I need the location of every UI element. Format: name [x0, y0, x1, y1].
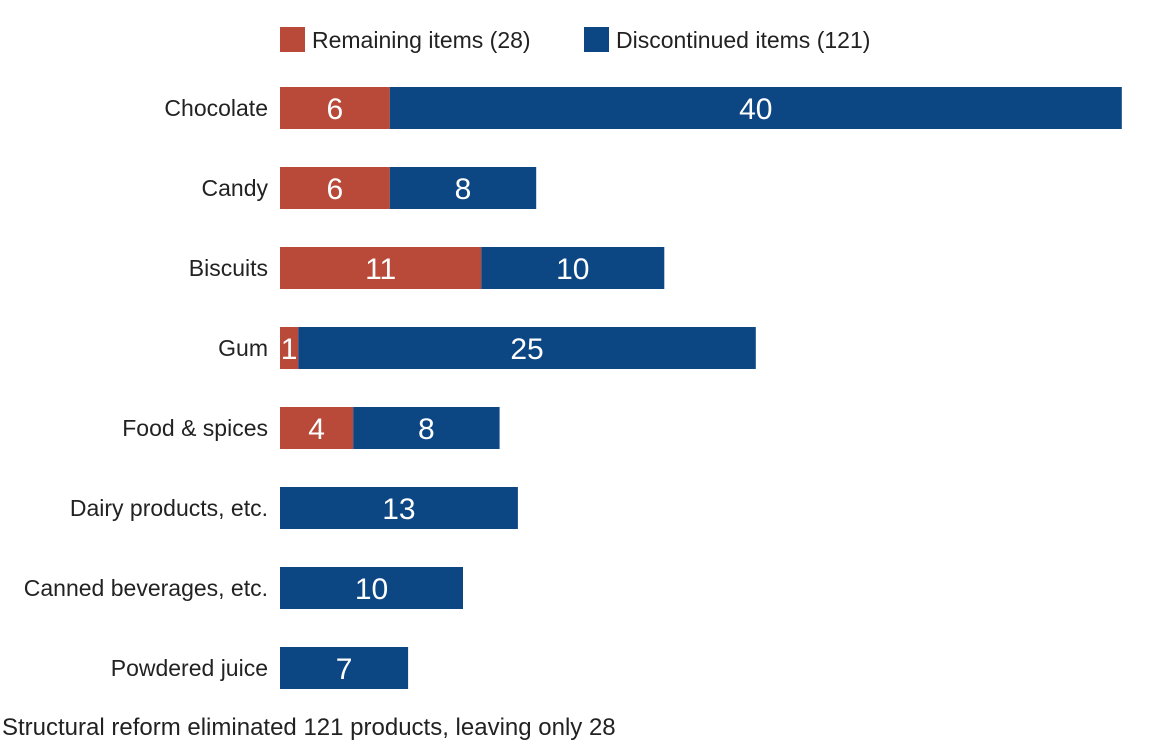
bar-segment-remaining	[280, 407, 354, 449]
category-label: Candy	[202, 175, 269, 201]
bar-segment-discontinued	[389, 87, 1122, 129]
category-label: Powdered juice	[111, 655, 268, 681]
bar-segment-remaining	[280, 87, 390, 129]
data-label: 13	[382, 493, 415, 526]
data-label: 7	[336, 653, 353, 686]
category-label: Dairy products, etc.	[70, 495, 268, 521]
legend: Remaining items (28) Discontinued items (…	[280, 27, 870, 53]
data-label: 6	[327, 173, 344, 206]
bars: 6 40 6 8 11 10 1 25 4 8 13 10 7	[280, 87, 1122, 689]
bar-segment-discontinued	[298, 327, 756, 369]
bar-segment-discontinued	[280, 487, 518, 529]
data-label: 25	[510, 333, 543, 366]
chart-caption: Structural reform eliminated 121 product…	[2, 714, 616, 741]
data-label: 11	[365, 253, 396, 286]
data-label: 10	[556, 253, 589, 286]
legend-label-0: Remaining items (28)	[312, 27, 531, 53]
category-label: Food & spices	[122, 415, 268, 441]
data-label: 6	[327, 93, 344, 126]
bar-segment-remaining	[280, 327, 299, 369]
bar-segment-discontinued	[481, 247, 665, 289]
legend-label-1: Discontinued items (121)	[616, 27, 870, 53]
category-label: Gum	[218, 335, 268, 361]
data-label: 1	[281, 333, 298, 366]
bar-segment-discontinued	[280, 567, 463, 609]
data-label: 40	[739, 93, 772, 126]
category-label: Canned beverages, etc.	[24, 575, 268, 601]
bar-segment-discontinued	[280, 647, 409, 689]
category-label: Biscuits	[189, 255, 268, 281]
bar-segment-discontinued	[353, 407, 500, 449]
bar-segment-remaining	[280, 247, 482, 289]
data-label: 4	[308, 413, 325, 446]
data-label: 8	[418, 413, 435, 446]
legend-swatch-0	[280, 27, 305, 52]
data-label: 10	[355, 573, 388, 606]
data-label: 8	[455, 173, 472, 206]
category-labels: Chocolate Candy Biscuits Gum Food & spices Da…	[24, 95, 269, 681]
bar-segment-discontinued	[389, 167, 537, 209]
legend-swatch-1	[584, 27, 609, 52]
category-label: Chocolate	[164, 95, 268, 121]
bar-segment-remaining	[280, 167, 390, 209]
